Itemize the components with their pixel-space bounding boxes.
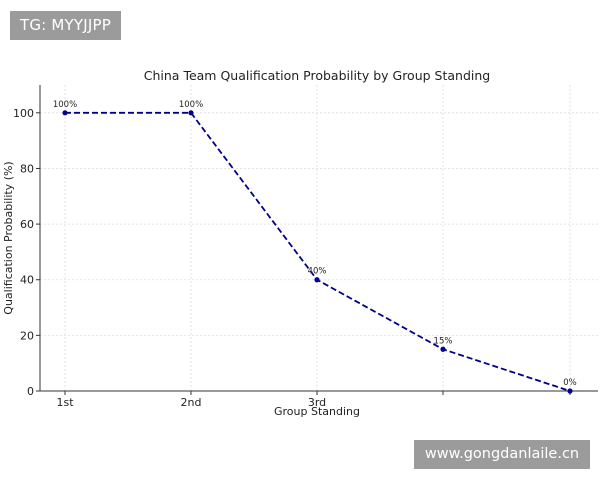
y-tick-labels: 0 20 40 60 80 100 bbox=[13, 107, 34, 398]
x-tick-label: 1st bbox=[56, 396, 74, 409]
y-tick-label: 60 bbox=[20, 218, 34, 231]
chart-title: China Team Qualification Probability by … bbox=[144, 68, 490, 83]
y-tick-label: 80 bbox=[20, 162, 34, 175]
series-line bbox=[65, 111, 571, 392]
axes bbox=[36, 85, 598, 395]
grid-lines bbox=[40, 85, 598, 392]
series-china bbox=[62, 110, 573, 394]
y-tick-label: 0 bbox=[27, 385, 34, 398]
data-point bbox=[62, 110, 68, 116]
y-tick-label: 100 bbox=[13, 107, 34, 120]
data-point bbox=[567, 388, 573, 394]
watermark-site: www.gongdanlaile.cn bbox=[414, 440, 590, 469]
x-tick-label: 3rd bbox=[308, 396, 326, 409]
data-label: 15% bbox=[434, 336, 453, 346]
x-tick-label: 2nd bbox=[181, 396, 202, 409]
data-label: 100% bbox=[179, 100, 203, 110]
data-label: 100% bbox=[53, 100, 77, 110]
y-axis-label: Qualification Probability (%) bbox=[2, 161, 15, 314]
data-label: 0% bbox=[563, 378, 577, 388]
data-point bbox=[314, 277, 320, 283]
data-label: 40% bbox=[308, 267, 327, 277]
y-tick-label: 20 bbox=[20, 329, 34, 342]
data-point bbox=[188, 110, 194, 116]
watermark-tg: TG: MYYJJPP bbox=[10, 11, 122, 40]
data-labels: 100% 100% 40% 15% 0% bbox=[53, 100, 577, 388]
data-point bbox=[440, 346, 446, 352]
y-tick-label: 40 bbox=[20, 274, 34, 287]
x-axis-label: Group Standing bbox=[274, 405, 360, 418]
x-tick-labels: 1st 2nd 3rd bbox=[56, 396, 326, 409]
